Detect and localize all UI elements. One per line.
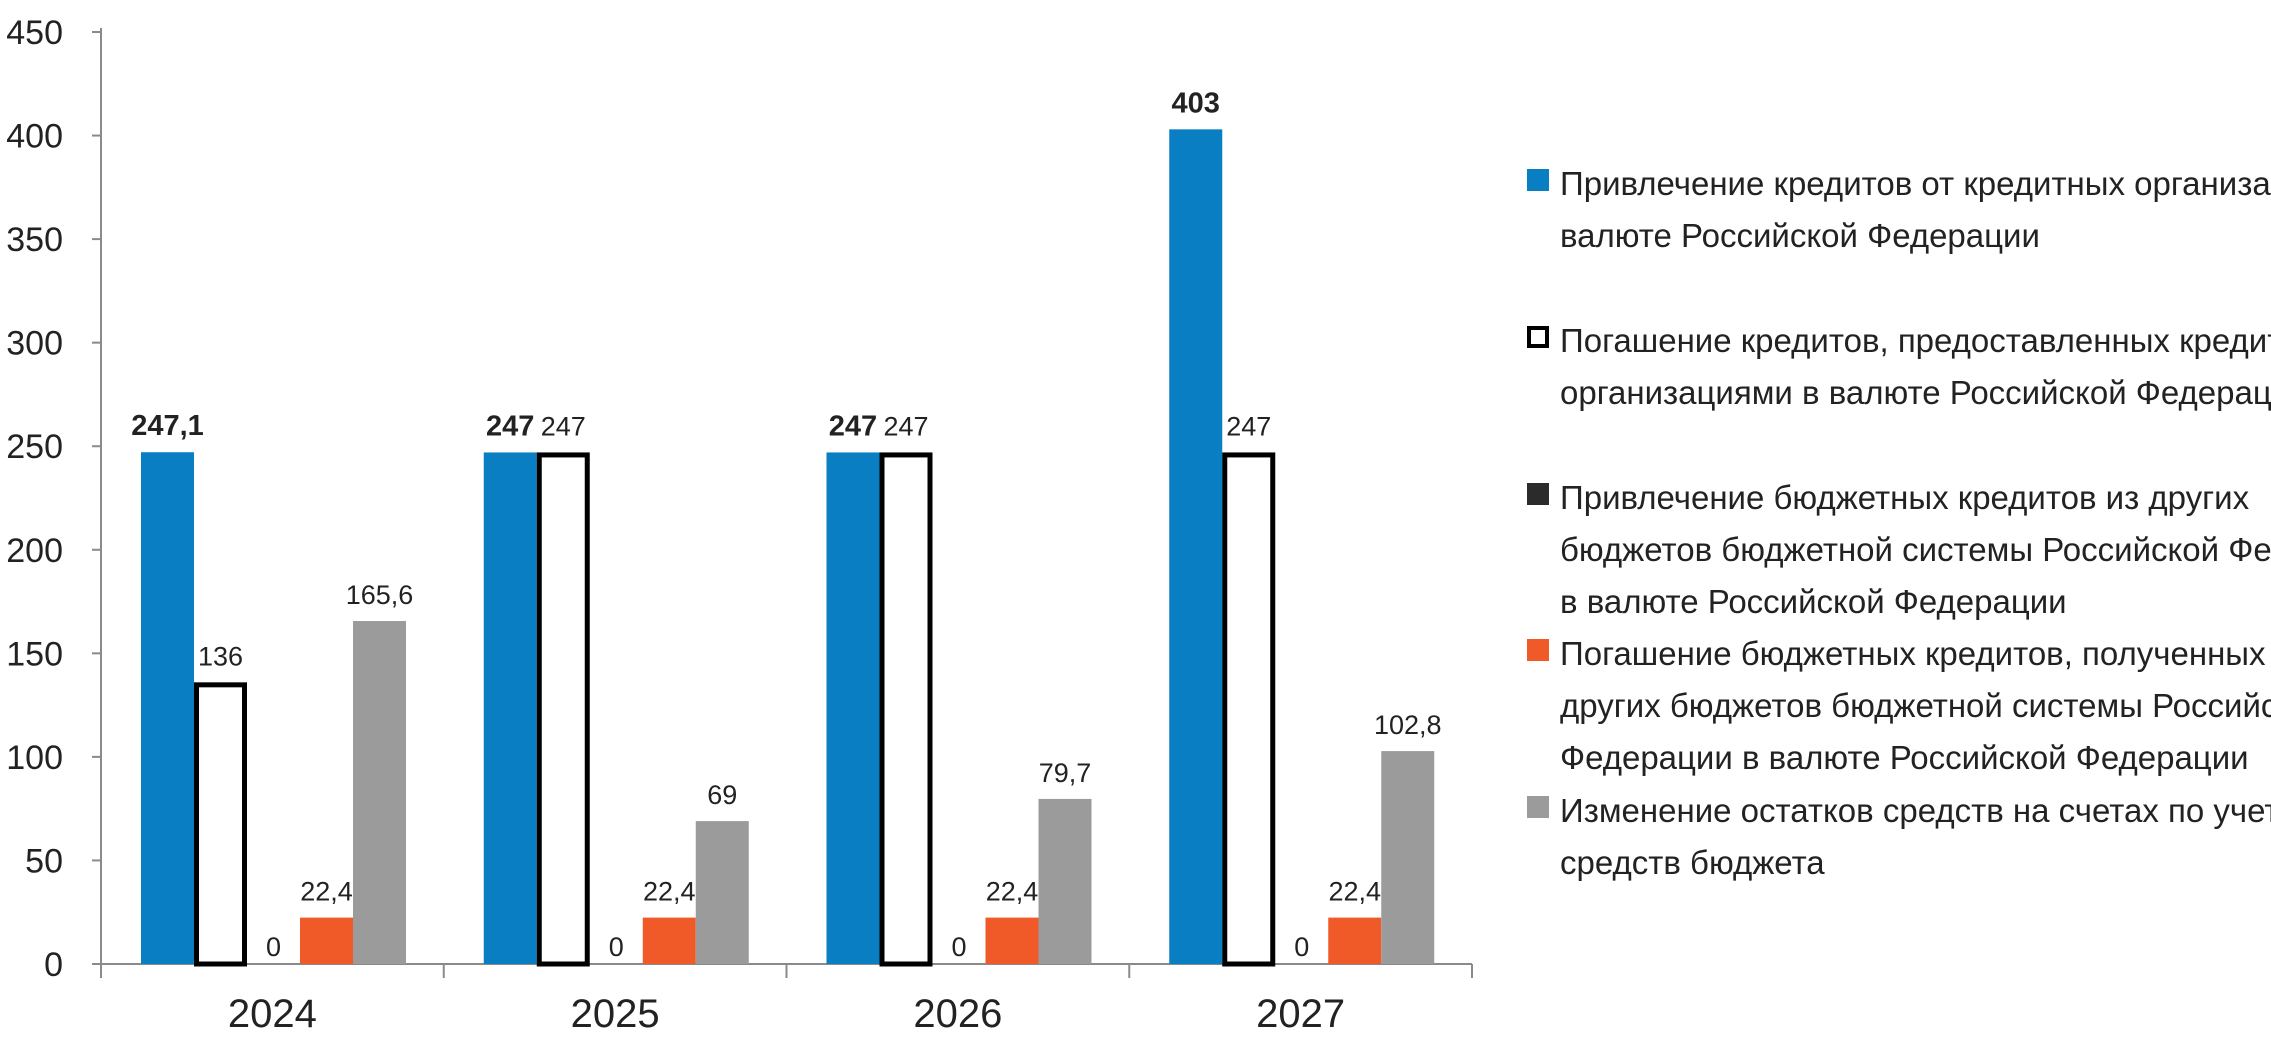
y-tick-label: 450 [6, 14, 63, 52]
data-label: 247,1 [131, 410, 204, 442]
bar [536, 452, 590, 967]
data-label: 22,4 [300, 877, 353, 907]
data-label: 22,4 [986, 877, 1039, 907]
bar [826, 452, 880, 964]
y-tick-label: 250 [6, 428, 63, 466]
y-tick-label: 0 [44, 946, 63, 984]
data-label: 0 [1294, 932, 1309, 962]
y-tick-label: 50 [25, 842, 63, 880]
y-tick-label: 300 [6, 325, 63, 363]
bar [985, 917, 1039, 964]
data-label: 0 [951, 932, 966, 962]
y-tick-label: 350 [6, 221, 63, 259]
legend-marker [1527, 169, 1549, 191]
data-label: 79,7 [1039, 758, 1092, 788]
bar [141, 452, 194, 964]
bar [300, 917, 353, 964]
data-label: 69 [707, 780, 737, 810]
legend-marker [1527, 326, 1549, 348]
data-label: 247 [541, 411, 586, 441]
x-category-label: 2026 [913, 992, 1002, 1036]
legend-entry-text: в валюте Российской Федерации [1560, 583, 2067, 620]
y-tick-label: 150 [6, 635, 63, 673]
bar [1381, 751, 1435, 964]
data-label: 165,6 [346, 580, 414, 610]
legend-entry-text: средств бюджета [1560, 844, 1825, 881]
legend-marker [1527, 639, 1549, 661]
legend-entry-text: организациями в валюте Российской Федера… [1560, 374, 2271, 411]
legend-entry-text: Погашение бюджетных кредитов, полученных… [1560, 635, 2271, 672]
data-label: 22,4 [1328, 877, 1381, 907]
legend-entry-text: Привлечение кредитов от кредитных органи… [1560, 165, 2271, 202]
data-label: 403 [1172, 87, 1220, 119]
data-label: 0 [266, 932, 281, 962]
x-category-label: 2024 [228, 992, 317, 1036]
bar [353, 621, 406, 964]
bar [695, 821, 749, 964]
y-tick-label: 100 [6, 739, 63, 777]
bar [642, 917, 696, 964]
data-label: 136 [198, 641, 243, 671]
legend-entry-text: Изменение остатков средств на счетах по … [1560, 792, 2271, 829]
bar [483, 452, 537, 964]
data-label: 247 [829, 410, 877, 442]
legend-marker [1527, 796, 1549, 818]
data-label: 247 [1226, 411, 1271, 441]
bar [194, 682, 247, 967]
y-tick-label: 200 [6, 532, 63, 570]
data-label: 102,8 [1374, 710, 1442, 740]
x-category-label: 2025 [571, 992, 660, 1036]
legend-entry-text: бюджетов бюджетной системы Российской Фе… [1560, 531, 2271, 568]
legend-marker [1527, 483, 1549, 505]
legend-entry-text: других бюджетов бюджетной системы Россий… [1560, 687, 2271, 724]
bar [1328, 917, 1382, 964]
legend-entry-text: валюте Российской Федерации [1560, 217, 2040, 254]
data-label: 247 [883, 411, 928, 441]
x-category-label: 2027 [1256, 992, 1345, 1036]
data-label: 22,4 [643, 877, 696, 907]
data-label: 247 [486, 410, 534, 442]
bar [1038, 798, 1092, 964]
data-label: 0 [609, 932, 624, 962]
legend-entry-text: Погашение кредитов, предоставленных кред… [1560, 322, 2271, 359]
bar [1222, 452, 1276, 967]
y-tick-label: 400 [6, 118, 63, 156]
bar [879, 452, 933, 967]
legend-entry-text: Федерации в валюте Российской Федерации [1560, 739, 2249, 776]
bar [1169, 129, 1223, 964]
legend-entry-text: Привлечение бюджетных кредитов из других [1560, 479, 2250, 516]
